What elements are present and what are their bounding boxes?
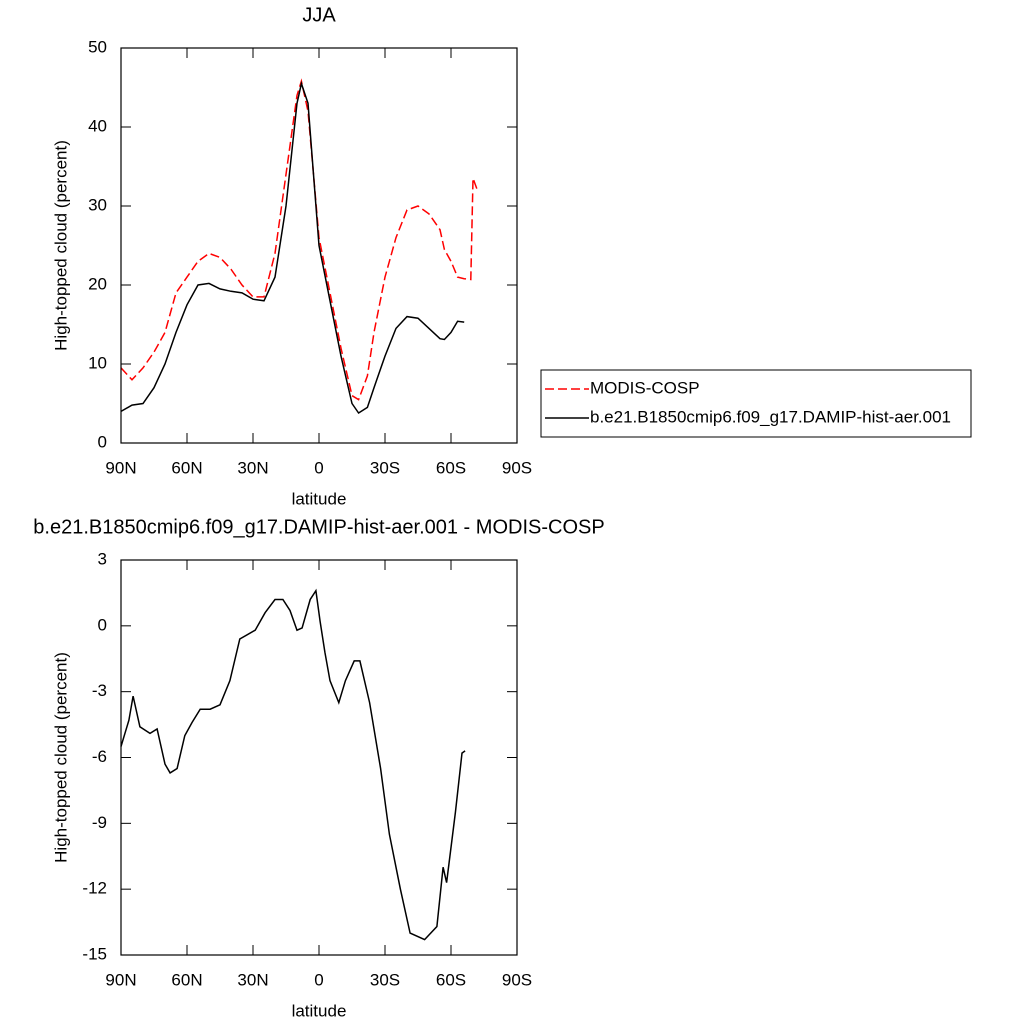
data-line <box>120 80 465 415</box>
y-tick-label: -15 <box>82 944 107 963</box>
x-tick-label: 90S <box>502 970 532 989</box>
x-axis-label: latitude <box>292 489 347 508</box>
x-tick-label: 30S <box>370 970 400 989</box>
x-tick-label: 60N <box>171 458 202 477</box>
x-tick-label: 90S <box>502 458 532 477</box>
chart-title: JJA <box>302 4 336 26</box>
chart-title: b.e21.B1850cmip6.f09_g17.DAMIP-hist-aer.… <box>33 516 604 538</box>
plot-frame <box>120 47 518 444</box>
x-tick-label: 60N <box>171 970 202 989</box>
x-tick-label: 0 <box>314 970 323 989</box>
data-line <box>120 588 466 941</box>
legend-box <box>540 369 972 438</box>
x-tick-label: 90N <box>105 970 136 989</box>
y-tick-label: 40 <box>88 116 107 135</box>
y-tick-label: -9 <box>92 813 107 832</box>
x-axis-label: latitude <box>292 1001 347 1020</box>
x-tick-label: 60S <box>436 458 466 477</box>
y-tick-label: 30 <box>88 195 107 214</box>
y-tick-label: 10 <box>88 353 107 372</box>
y-tick-label: 0 <box>98 432 107 451</box>
x-tick-label: 0 <box>314 458 323 477</box>
y-tick-label: 3 <box>98 549 107 568</box>
y-tick-label: -3 <box>92 681 107 700</box>
plot-frame <box>120 559 518 956</box>
legend-label: b.e21.B1850cmip6.f09_g17.DAMIP-hist-aer.… <box>590 407 951 426</box>
y-tick-label: 50 <box>88 37 107 56</box>
x-tick-label: 90N <box>105 458 136 477</box>
x-tick-label: 60S <box>436 970 466 989</box>
y-axis-label: High-topped cloud (percent) <box>51 652 70 863</box>
x-tick-label: 30N <box>237 458 268 477</box>
legend-label: MODIS-COSP <box>590 378 700 397</box>
x-tick-label: 30N <box>237 970 268 989</box>
data-line <box>120 78 479 401</box>
y-tick-label: 0 <box>98 615 107 634</box>
y-tick-label: -6 <box>92 747 107 766</box>
x-tick-label: 30S <box>370 458 400 477</box>
y-tick-label: 20 <box>88 274 107 293</box>
y-tick-label: -12 <box>82 879 107 898</box>
y-axis-label: High-topped cloud (percent) <box>51 140 70 351</box>
